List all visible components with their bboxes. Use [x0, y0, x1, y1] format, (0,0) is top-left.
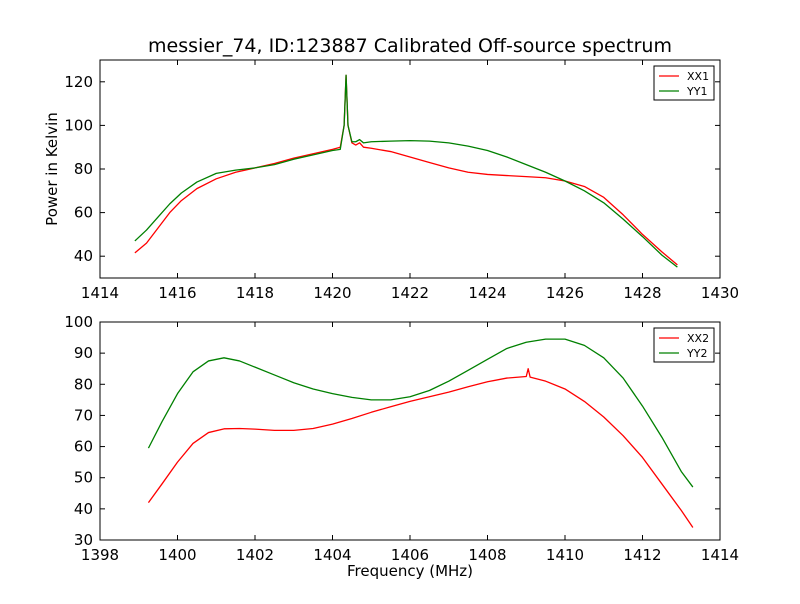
- y-tick-label: 40: [74, 247, 93, 265]
- y-tick-label: 60: [74, 438, 93, 456]
- y-tick-label: 40: [74, 500, 93, 518]
- y-tick-label: 100: [64, 313, 93, 331]
- y-tick-label: 90: [74, 344, 93, 362]
- y-tick-label: 80: [74, 160, 93, 178]
- y-tick-label: 60: [74, 204, 93, 222]
- x-tick-label: 1404: [313, 546, 351, 564]
- legend-label-xx1: XX1: [687, 70, 709, 83]
- chart-title: messier_74, ID:123887 Calibrated Off-sou…: [148, 35, 672, 57]
- x-tick-label: 1428: [623, 284, 661, 302]
- y-axis-label: Power in Kelvin: [43, 112, 61, 226]
- x-axis-label: Frequency (MHz): [347, 562, 473, 580]
- y-tick-label: 80: [74, 375, 93, 393]
- x-tick-label: 1406: [391, 546, 429, 564]
- y-tick-label: 50: [74, 469, 93, 487]
- y-tick-label: 30: [74, 531, 93, 549]
- x-tick-label: 1418: [236, 284, 274, 302]
- x-tick-label: 1400: [158, 546, 196, 564]
- chart-panel-2: 1398 1400 1402 1404 1406 1408 1410 1412 1414 30 40…: [64, 313, 739, 580]
- legend-label-yy2: YY2: [686, 347, 707, 360]
- x-tick-label: 1408: [468, 546, 506, 564]
- series-line-yy1: [134, 74, 678, 268]
- x-tick-label: 1402: [236, 546, 274, 564]
- legend-box: [653, 65, 715, 101]
- x-tick-label: 1422: [391, 284, 429, 302]
- y-tick-label: 100: [64, 116, 93, 134]
- legend-label-xx2: XX2: [687, 332, 709, 345]
- chart-panel-1: 1414 1416 1418 1420 1422 1424 1426 1428 1430 40 60…: [43, 35, 739, 302]
- series-line-yy2: [147, 338, 694, 488]
- x-tick-label: 1420: [313, 284, 351, 302]
- x-tick-label: 1426: [546, 284, 584, 302]
- x-tick-label: 1424: [468, 284, 506, 302]
- x-tick-label: 1410: [546, 546, 584, 564]
- y-tick-label: 120: [64, 73, 93, 91]
- series-line-xx2: [147, 368, 694, 528]
- legend-label-yy1: YY1: [686, 85, 707, 98]
- x-tick-label: 1430: [701, 284, 739, 302]
- plot-frame: [99, 59, 721, 279]
- y-tick-label: 70: [74, 406, 93, 424]
- legend-box: [653, 327, 715, 363]
- plot-frame: [99, 321, 721, 541]
- x-tick-label: 1412: [623, 546, 661, 564]
- series-line-xx1: [134, 74, 678, 266]
- x-tick-label: 1416: [158, 284, 196, 302]
- x-tick-label: 1414: [701, 546, 739, 564]
- x-tick-label: 1414: [81, 284, 119, 302]
- x-tick-label: 1398: [81, 546, 119, 564]
